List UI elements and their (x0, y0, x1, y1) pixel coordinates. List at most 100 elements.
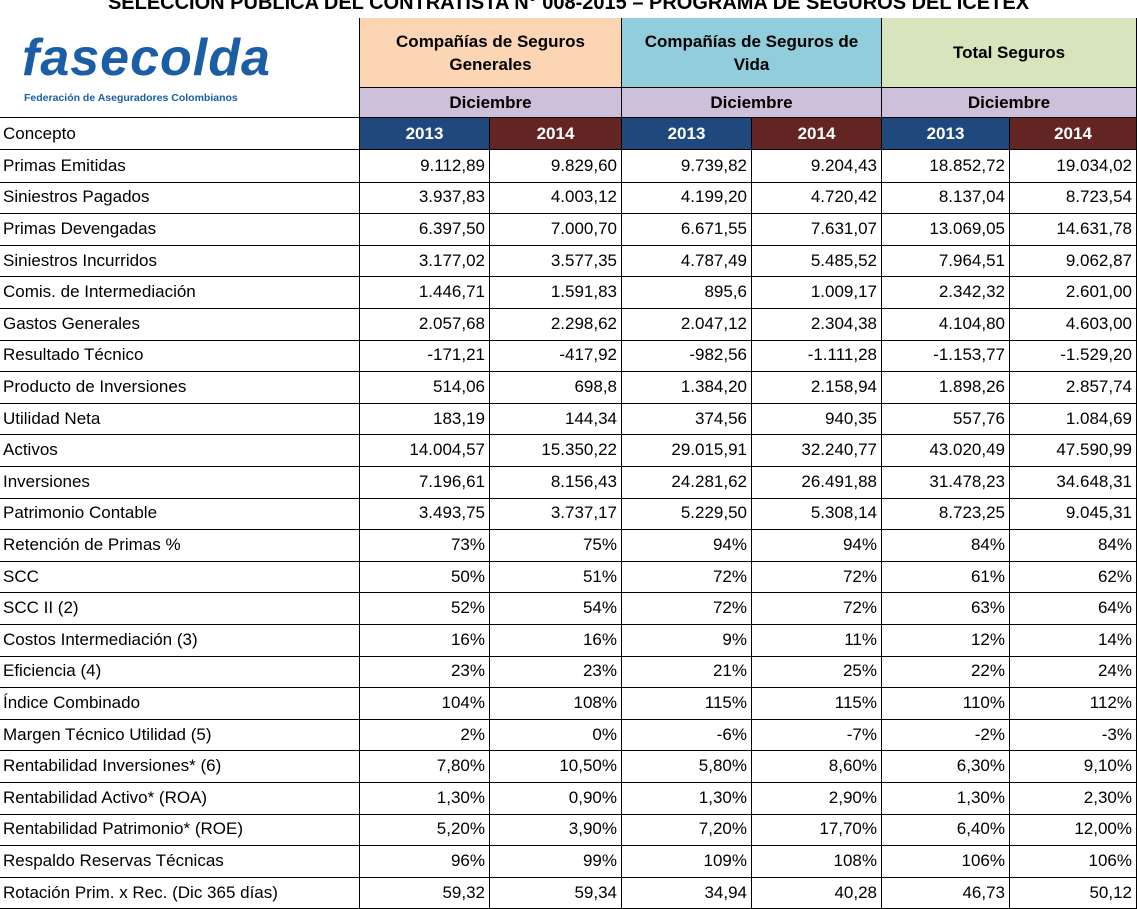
table-cell: 15.350,22 (490, 434, 622, 467)
row-label: SCC II (2) (0, 592, 360, 625)
table-cell: 9.204,43 (752, 150, 882, 183)
row-label: Eficiencia (4) (0, 655, 360, 689)
row-label: Primas Devengadas (0, 213, 360, 246)
table-cell: 0% (490, 718, 622, 752)
table-cell: 17,70% (752, 813, 882, 847)
row-label: Margen Técnico Utilidad (5) (0, 718, 360, 752)
row-label: Rentabilidad Patrimonio* (ROE) (0, 813, 360, 847)
table-cell: -7% (752, 718, 882, 752)
table-cell: 2.857,74 (1010, 371, 1137, 404)
table-cell: 4.104,80 (882, 308, 1010, 341)
year-header: 2013 (882, 118, 1010, 150)
row-label: SCC (0, 560, 360, 594)
table-cell: 8.137,04 (882, 181, 1010, 215)
table-cell: 61% (882, 560, 1010, 594)
table-cell: 50,12 (1010, 876, 1137, 909)
table-cell: 14% (1010, 624, 1137, 657)
table-cell: 3.737,17 (490, 497, 622, 531)
table-cell: 43.020,49 (882, 434, 1010, 467)
table-cell: 12,00% (1010, 813, 1137, 847)
table-cell: 24% (1010, 655, 1137, 689)
table-cell: 106% (1010, 845, 1137, 878)
table-cell: 62% (1010, 560, 1137, 594)
row-label: Costos Intermediación (3) (0, 624, 360, 657)
table-cell: 4.603,00 (1010, 308, 1137, 341)
table-cell: 16% (490, 624, 622, 657)
table-cell: 9% (622, 624, 752, 657)
month-header: Diciembre (882, 88, 1137, 118)
table-cell: 144,34 (490, 402, 622, 436)
table-cell: 2.304,38 (752, 308, 882, 341)
row-label: Patrimonio Contable (0, 497, 360, 531)
table-cell: 46,73 (882, 876, 1010, 909)
table-cell: 84% (1010, 529, 1137, 562)
table-cell: 115% (622, 687, 752, 720)
table-cell: 4.787,49 (622, 244, 752, 278)
table-cell: 1,30% (360, 782, 490, 815)
row-label: Activos (0, 434, 360, 467)
table-cell: 6.671,55 (622, 213, 752, 246)
table-cell: 13.069,05 (882, 213, 1010, 246)
table-cell: 9.112,89 (360, 150, 490, 183)
table-cell: -3% (1010, 718, 1137, 752)
table-cell: 115% (752, 687, 882, 720)
row-label: Rentabilidad Inversiones* (6) (0, 750, 360, 783)
row-label: Respaldo Reservas Técnicas (0, 845, 360, 878)
table-cell: 1.009,17 (752, 276, 882, 309)
table-cell: 54% (490, 592, 622, 625)
group-header: Compañías de Seguros Generales (360, 18, 622, 88)
table-cell: 7.196,61 (360, 466, 490, 499)
table-cell: 26.491,88 (752, 466, 882, 499)
table-cell: 59,32 (360, 876, 490, 909)
month-header: Diciembre (360, 88, 622, 118)
table-cell: 1.084,69 (1010, 402, 1137, 436)
table-cell: 698,8 (490, 371, 622, 404)
table-cell: -1.111,28 (752, 339, 882, 373)
table-cell: 4.720,42 (752, 181, 882, 215)
table-cell: 31.478,23 (882, 466, 1010, 499)
table-cell: 3,90% (490, 813, 622, 847)
table-cell: 2.057,68 (360, 308, 490, 341)
table-cell: 5.229,50 (622, 497, 752, 531)
row-label: Gastos Generales (0, 308, 360, 341)
table-cell: 3.577,35 (490, 244, 622, 278)
table-cell: 5.308,14 (752, 497, 882, 531)
page-title: SELECCION PUBLICA DEL CONTRATISTA N° 008… (107, 0, 1030, 14)
table-cell: 514,06 (360, 371, 490, 404)
group-header: Total Seguros (882, 18, 1137, 88)
table-cell: 50% (360, 560, 490, 594)
table-cell: 34,94 (622, 876, 752, 909)
table-cell: 2.158,94 (752, 371, 882, 404)
table-cell: -1.153,77 (882, 339, 1010, 373)
table-cell: 16% (360, 624, 490, 657)
row-label: Resultado Técnico (0, 339, 360, 373)
year-header: 2013 (622, 118, 752, 150)
table-cell: 0,90% (490, 782, 622, 815)
table-cell: 110% (882, 687, 1010, 720)
table-cell: 4.003,12 (490, 181, 622, 215)
table-cell: 72% (622, 560, 752, 594)
table-cell: 72% (622, 592, 752, 625)
table-cell: 557,76 (882, 402, 1010, 436)
table-cell: 73% (360, 529, 490, 562)
table-cell: 14.004,57 (360, 434, 490, 467)
table-cell: 8,60% (752, 750, 882, 783)
table-cell: 7.631,07 (752, 213, 882, 246)
table-cell: 51% (490, 560, 622, 594)
table-cell: 84% (882, 529, 1010, 562)
table-cell: 8.723,54 (1010, 181, 1137, 215)
table-cell: 2.047,12 (622, 308, 752, 341)
table-cell: 5,80% (622, 750, 752, 783)
table-cell: -6% (622, 718, 752, 752)
row-label: Siniestros Incurridos (0, 244, 360, 278)
table-cell: 14.631,78 (1010, 213, 1137, 246)
table-cell: 4.199,20 (622, 181, 752, 215)
table-cell: 7,80% (360, 750, 490, 783)
table-cell: 9,10% (1010, 750, 1137, 783)
table-cell: 5,20% (360, 813, 490, 847)
year-header: 2014 (1010, 118, 1137, 150)
table-cell: 9.062,87 (1010, 244, 1137, 278)
table-cell: 1.898,26 (882, 371, 1010, 404)
logo-subtitle: Federación de Aseguradores Colombianos (24, 92, 238, 104)
